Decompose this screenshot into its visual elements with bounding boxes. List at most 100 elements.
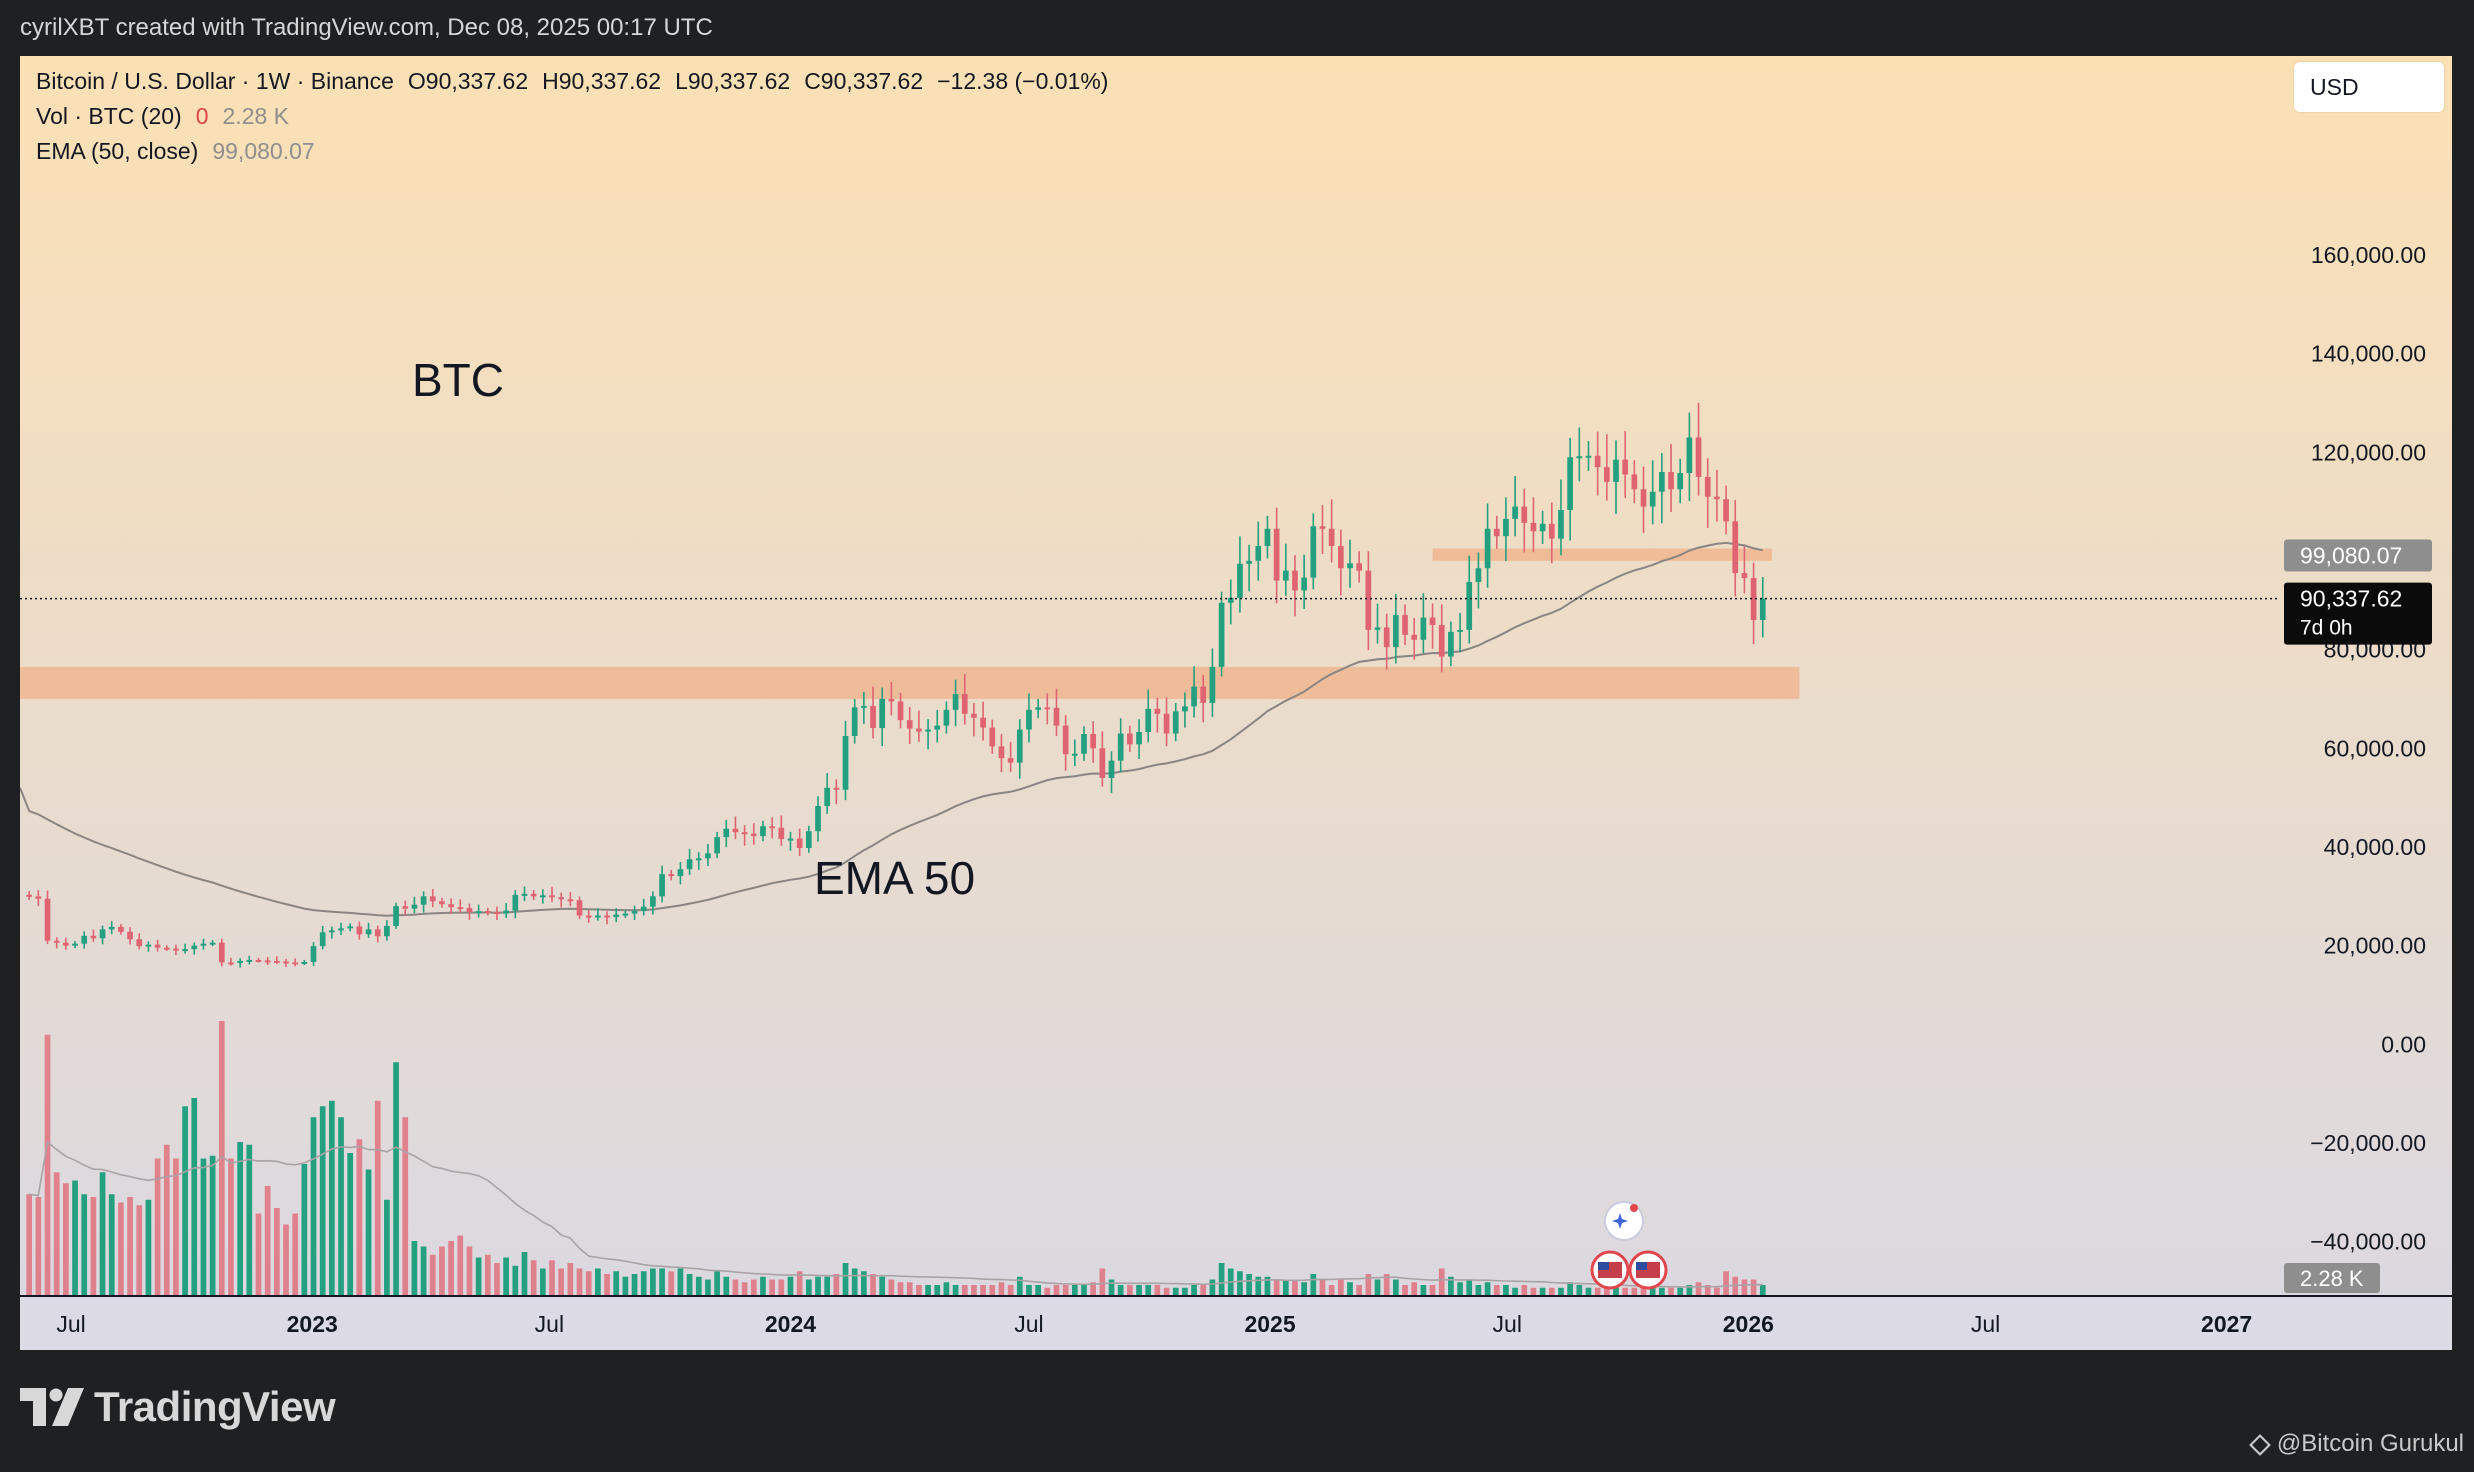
volume-bar[interactable] — [1503, 1285, 1509, 1296]
volume-bar[interactable] — [980, 1285, 986, 1296]
candle[interactable] — [1081, 733, 1087, 754]
candle[interactable] — [384, 925, 390, 937]
candle[interactable] — [26, 894, 33, 897]
volume-bar[interactable] — [824, 1276, 831, 1296]
volume-bar[interactable] — [750, 1279, 757, 1297]
volume-bar[interactable] — [1594, 1287, 1601, 1296]
volume-bar[interactable] — [228, 1158, 234, 1297]
volume-bar[interactable] — [1732, 1276, 1739, 1296]
volume-bar[interactable] — [530, 1260, 537, 1296]
candle[interactable] — [1026, 709, 1032, 730]
last-price-tag[interactable] — [2284, 582, 2432, 645]
volume-bar[interactable] — [402, 1117, 409, 1296]
volume-bar[interactable] — [1007, 1285, 1014, 1296]
candle[interactable] — [1475, 568, 1482, 583]
us-flag-event-icon[interactable] — [1628, 1250, 1668, 1290]
candle[interactable] — [273, 960, 280, 963]
candle[interactable] — [99, 929, 106, 939]
volume-bar[interactable] — [1237, 1271, 1243, 1296]
volume-bar[interactable] — [163, 1144, 170, 1296]
volume-bar[interactable] — [695, 1276, 702, 1296]
volume-bar[interactable] — [1530, 1287, 1537, 1296]
candle[interactable] — [200, 943, 207, 946]
candle[interactable] — [622, 913, 629, 916]
candle[interactable] — [393, 906, 399, 926]
candle[interactable] — [1337, 546, 1344, 569]
candle[interactable] — [1182, 706, 1188, 712]
candle[interactable] — [1539, 523, 1546, 532]
volume-bar[interactable] — [686, 1274, 693, 1296]
candle[interactable] — [906, 720, 913, 729]
candle[interactable] — [182, 949, 188, 952]
candle[interactable] — [90, 935, 97, 939]
candle[interactable] — [861, 705, 867, 708]
volume-bar[interactable] — [1622, 1287, 1629, 1296]
volume-bar[interactable] — [246, 1144, 253, 1296]
candle[interactable] — [650, 896, 656, 907]
candle[interactable] — [750, 833, 757, 837]
volume-bar[interactable] — [613, 1271, 620, 1296]
candle[interactable] — [1576, 456, 1583, 459]
volume-bar[interactable] — [1136, 1285, 1142, 1296]
volume-bar[interactable] — [218, 1021, 225, 1296]
volume-bar[interactable] — [1521, 1285, 1528, 1296]
volume-bar[interactable] — [760, 1276, 766, 1296]
candle[interactable] — [723, 828, 730, 838]
volume-bar[interactable] — [1374, 1279, 1381, 1297]
candle[interactable] — [705, 853, 711, 859]
candle[interactable] — [897, 701, 904, 721]
volume-bar[interactable] — [1438, 1268, 1445, 1297]
candle[interactable] — [943, 709, 950, 726]
volume-bar[interactable] — [1099, 1268, 1106, 1297]
candle[interactable] — [998, 746, 1005, 759]
volume-bar[interactable] — [1301, 1282, 1307, 1296]
volume-bar[interactable] — [1337, 1279, 1344, 1297]
candle[interactable] — [934, 725, 941, 730]
candle[interactable] — [44, 898, 51, 941]
volume-bar[interactable] — [1741, 1279, 1748, 1297]
volume-bar[interactable] — [1585, 1287, 1592, 1296]
legend-symbol[interactable]: Bitcoin / U.S. Dollar · 1W · Binance — [36, 68, 394, 94]
candle[interactable] — [1136, 732, 1142, 745]
candle[interactable] — [677, 869, 684, 877]
price-chart[interactable]: 160,000.00140,000.00120,000.0080,000.006… — [20, 56, 2452, 1350]
volume-bar[interactable] — [549, 1260, 555, 1296]
volume-bar[interactable] — [1714, 1287, 1720, 1296]
candle[interactable] — [1172, 711, 1179, 734]
candle[interactable] — [1594, 455, 1601, 468]
candle[interactable] — [1099, 748, 1106, 778]
volume-bar[interactable] — [1393, 1279, 1399, 1297]
candle[interactable] — [319, 932, 326, 947]
candle[interactable] — [1649, 491, 1656, 507]
candle[interactable] — [769, 826, 775, 829]
candle[interactable] — [1319, 526, 1326, 529]
volume-bar[interactable] — [1209, 1279, 1216, 1297]
volume-bar[interactable] — [705, 1279, 711, 1297]
volume-bar[interactable] — [741, 1282, 748, 1296]
volume-bar[interactable] — [558, 1268, 565, 1297]
volume-bar[interactable] — [310, 1117, 317, 1296]
volume-bar[interactable] — [108, 1194, 115, 1296]
volume-bar[interactable] — [539, 1268, 546, 1297]
legend-vol-label[interactable]: Vol · BTC (20) — [36, 103, 182, 129]
volume-bar[interactable] — [63, 1183, 69, 1296]
volume-bar[interactable] — [1081, 1285, 1087, 1296]
volume-bar[interactable] — [1677, 1287, 1684, 1296]
candle[interactable] — [347, 926, 354, 929]
currency-selector[interactable]: USD — [2294, 62, 2444, 112]
volume-bar[interactable] — [1466, 1279, 1473, 1297]
candle[interactable] — [879, 698, 886, 729]
support-zone-1[interactable] — [20, 666, 1800, 699]
volume-bar[interactable] — [384, 1199, 390, 1296]
volume-bar[interactable] — [1218, 1263, 1225, 1296]
volume-bar[interactable] — [1603, 1287, 1610, 1296]
volume-bar[interactable] — [604, 1274, 610, 1296]
volume-bar[interactable] — [1539, 1287, 1546, 1296]
candle[interactable] — [503, 910, 509, 914]
volume-bar[interactable] — [714, 1271, 720, 1296]
volume-bar[interactable] — [1053, 1285, 1060, 1296]
ema-price-tag[interactable] — [2284, 539, 2432, 572]
candle[interactable] — [1457, 629, 1463, 632]
volume-bar[interactable] — [154, 1158, 161, 1297]
candle[interactable] — [1090, 733, 1097, 749]
